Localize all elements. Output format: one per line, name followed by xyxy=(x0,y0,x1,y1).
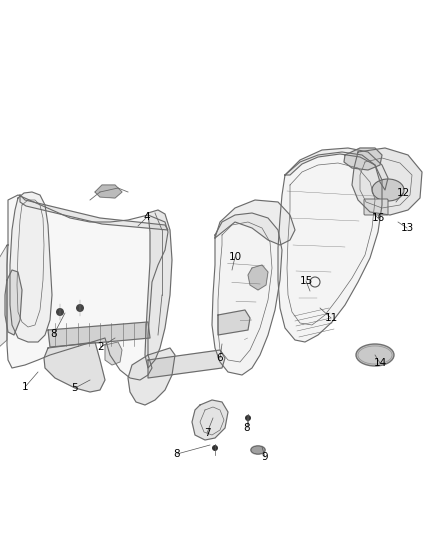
Polygon shape xyxy=(344,148,382,170)
Polygon shape xyxy=(0,245,7,348)
Text: 16: 16 xyxy=(371,213,385,223)
Text: 13: 13 xyxy=(400,223,413,233)
Polygon shape xyxy=(105,342,122,365)
Text: 1: 1 xyxy=(22,382,28,392)
Polygon shape xyxy=(212,213,282,375)
Text: 11: 11 xyxy=(325,313,338,323)
Polygon shape xyxy=(20,195,168,230)
Polygon shape xyxy=(278,152,382,342)
Polygon shape xyxy=(7,195,168,380)
Text: 10: 10 xyxy=(229,252,242,262)
Circle shape xyxy=(245,415,251,421)
Circle shape xyxy=(212,445,218,451)
Circle shape xyxy=(76,304,84,312)
Ellipse shape xyxy=(372,179,404,201)
Text: 5: 5 xyxy=(72,383,78,393)
Polygon shape xyxy=(5,270,22,335)
Polygon shape xyxy=(215,200,295,245)
Ellipse shape xyxy=(356,344,394,366)
Text: 14: 14 xyxy=(373,358,387,368)
Ellipse shape xyxy=(358,346,392,364)
Polygon shape xyxy=(352,148,422,215)
Text: 9: 9 xyxy=(261,452,268,462)
Text: 8: 8 xyxy=(174,449,180,459)
Text: 2: 2 xyxy=(98,342,104,352)
Polygon shape xyxy=(10,192,52,342)
Polygon shape xyxy=(44,342,105,392)
Polygon shape xyxy=(218,310,250,335)
Text: 4: 4 xyxy=(144,212,150,222)
Text: 6: 6 xyxy=(217,353,223,363)
Polygon shape xyxy=(145,210,172,368)
Text: 8: 8 xyxy=(51,329,57,339)
Text: 15: 15 xyxy=(300,276,313,286)
Polygon shape xyxy=(192,400,228,440)
Text: 12: 12 xyxy=(396,188,410,198)
Polygon shape xyxy=(48,322,150,347)
FancyBboxPatch shape xyxy=(364,199,388,215)
Polygon shape xyxy=(128,348,175,405)
Circle shape xyxy=(56,308,64,316)
Text: 7: 7 xyxy=(204,428,210,438)
Polygon shape xyxy=(285,148,388,190)
Text: 8: 8 xyxy=(244,423,250,433)
Polygon shape xyxy=(248,265,268,290)
Polygon shape xyxy=(95,185,122,198)
Ellipse shape xyxy=(250,445,266,455)
Polygon shape xyxy=(148,350,225,378)
